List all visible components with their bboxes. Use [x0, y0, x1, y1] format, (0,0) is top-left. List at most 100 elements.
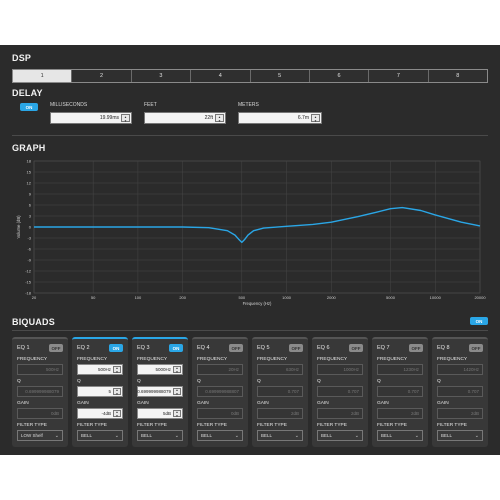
- eq-band-name: EQ 8: [437, 345, 450, 351]
- x-tick-label: 1000: [282, 295, 292, 300]
- stepper-up-icon[interactable]: ▲: [175, 410, 179, 414]
- eq-band-toggle[interactable]: OFF: [289, 344, 303, 352]
- q-input[interactable]: 0.707▲▼: [317, 386, 363, 397]
- biquads-toggle[interactable]: ON: [470, 317, 488, 325]
- stepper-up-icon[interactable]: ▲: [115, 410, 119, 414]
- q-input[interactable]: 0.707▲▼: [437, 386, 483, 397]
- gain-input[interactable]: 0dB▲▼: [17, 408, 63, 419]
- frequency-value: 630Hz: [285, 367, 299, 372]
- q-value: 0.699999988807: [205, 389, 239, 394]
- frequency-input[interactable]: 5000Hz ▲ ▼: [137, 364, 183, 375]
- frequency-input[interactable]: 1000Hz▲▼: [317, 364, 363, 375]
- y-tick-label: 9: [29, 192, 32, 197]
- stepper-down-icon[interactable]: ▼: [115, 391, 119, 396]
- eq-band-toggle[interactable]: OFF: [469, 344, 483, 352]
- frequency-input[interactable]: 20Hz▲▼: [197, 364, 243, 375]
- stepper-down-icon[interactable]: ▼: [218, 119, 221, 123]
- filter-type-select[interactable]: BELL ⌄: [257, 430, 303, 441]
- stepper[interactable]: ▲ ▼: [113, 366, 121, 373]
- frequency-input[interactable]: 500Hz▲▼: [77, 364, 123, 375]
- filter-type-select[interactable]: BELL ⌄: [317, 430, 363, 441]
- stepper-down-icon[interactable]: ▼: [124, 119, 127, 123]
- stepper-down-icon[interactable]: ▼: [175, 391, 179, 396]
- eq-band-toggle[interactable]: OFF: [229, 344, 243, 352]
- delay-toggle[interactable]: ON: [20, 103, 38, 111]
- gain-input[interactable]: 2dB▲▼: [377, 408, 423, 419]
- stepper[interactable]: ▲ ▼: [173, 410, 181, 417]
- stepper-down-icon[interactable]: ▼: [314, 119, 317, 123]
- gain-input[interactable]: 0dB▲▼: [197, 408, 243, 419]
- gain-input[interactable]: -4dB ▲ ▼: [77, 408, 123, 419]
- x-axis-label: Frequency (Hz): [243, 301, 272, 306]
- stepper-up-icon[interactable]: ▲: [175, 366, 179, 370]
- filter-type-value: BELL: [261, 433, 273, 438]
- dsp-tab-5[interactable]: 5: [251, 70, 310, 82]
- stepper[interactable]: ▲ ▼: [173, 388, 181, 395]
- stepper-up-icon[interactable]: ▲: [115, 388, 119, 392]
- stepper-up-icon[interactable]: ▲: [175, 388, 179, 392]
- eq-band-toggle[interactable]: ON: [109, 344, 123, 352]
- stepper-up-icon[interactable]: ▲: [218, 115, 221, 119]
- frequency-input[interactable]: 500Hz▲▼: [17, 364, 63, 375]
- eq-band-toggle[interactable]: OFF: [49, 344, 63, 352]
- dsp-tab-3[interactable]: 3: [132, 70, 192, 82]
- filter-type-select[interactable]: BELL ⌄: [137, 430, 183, 441]
- filter-type-select[interactable]: BELL ⌄: [197, 430, 243, 441]
- q-label: Q: [377, 379, 381, 384]
- q-input[interactable]: 5 ▲ ▼: [77, 386, 123, 397]
- x-tick-label: 5000: [386, 295, 396, 300]
- q-input[interactable]: 0.707▲▼: [257, 386, 303, 397]
- filter-type-select[interactable]: BELL ⌄: [377, 430, 423, 441]
- filter-type-select[interactable]: LOW Shelf ⌄: [17, 430, 63, 441]
- eq-band-toggle[interactable]: OFF: [349, 344, 363, 352]
- dsp-tab-8[interactable]: 8: [456, 73, 460, 79]
- dsp-tab-1[interactable]: 1: [13, 70, 73, 82]
- dsp-tab-7[interactable]: 7: [369, 70, 429, 82]
- q-input[interactable]: 0.707▲▼: [377, 386, 423, 397]
- frequency-input[interactable]: 630Hz▲▼: [257, 364, 303, 375]
- filter-type-label: FILTER TYPE: [257, 423, 287, 428]
- stepper[interactable]: ▲ ▼: [113, 388, 121, 395]
- gain-input[interactable]: 2dB▲▼: [257, 408, 303, 419]
- stepper[interactable]: ▲ ▼: [113, 410, 121, 417]
- feet-input[interactable]: 22ft ▲ ▼: [144, 112, 226, 124]
- stepper-up-icon[interactable]: ▲: [115, 366, 119, 370]
- stepper-down-icon[interactable]: ▼: [115, 413, 119, 418]
- divider: [12, 135, 488, 136]
- q-input[interactable]: 0.699999988807▲▼: [197, 386, 243, 397]
- stepper-down-icon[interactable]: ▼: [115, 369, 119, 374]
- meters-input[interactable]: 6.7m ▲ ▼: [238, 112, 322, 124]
- gain-input[interactable]: 2dB▲▼: [317, 408, 363, 419]
- q-input[interactable]: 0.699999988079▲▼: [137, 386, 183, 397]
- meters-stepper[interactable]: ▲ ▼: [311, 114, 320, 123]
- filter-type-select[interactable]: BELL ⌄: [77, 430, 123, 441]
- eq-band-name: EQ 2: [77, 345, 90, 351]
- q-input[interactable]: 0.699999988079▲▼: [17, 386, 63, 397]
- gain-value: 5dB: [162, 411, 171, 416]
- filter-type-select[interactable]: BELL ⌄: [437, 430, 483, 441]
- eq-band-toggle[interactable]: ON: [169, 344, 183, 352]
- gain-input[interactable]: 5dB ▲ ▼: [137, 408, 183, 419]
- frequency-label: FREQUENCY: [377, 357, 408, 362]
- dsp-tab-4[interactable]: 4: [191, 70, 251, 82]
- x-tick-label: 20000: [474, 295, 486, 300]
- feet-stepper[interactable]: ▲ ▼: [215, 114, 224, 123]
- dsp-tab-6[interactable]: 6: [310, 70, 370, 82]
- stepper-up-icon[interactable]: ▲: [314, 115, 317, 119]
- milliseconds-input[interactable]: 19.99ms ▲ ▼: [50, 112, 132, 124]
- stepper-down-icon[interactable]: ▼: [175, 413, 179, 418]
- eq-band-toggle[interactable]: OFF: [409, 344, 423, 352]
- stepper-up-icon[interactable]: ▲: [124, 115, 127, 119]
- stepper-down-icon[interactable]: ▼: [175, 369, 179, 374]
- gain-input[interactable]: 2dB▲▼: [437, 408, 483, 419]
- filter-type-value: BELL: [201, 433, 213, 438]
- filter-type-label: FILTER TYPE: [137, 423, 167, 428]
- gain-value: -4dB: [101, 411, 111, 416]
- frequency-input[interactable]: 1230Hz▲▼: [377, 364, 423, 375]
- stepper[interactable]: ▲ ▼: [173, 366, 181, 373]
- dsp-tab-2[interactable]: 2: [72, 70, 132, 82]
- filter-type-value: BELL: [321, 433, 333, 438]
- milliseconds-stepper[interactable]: ▲ ▼: [121, 114, 130, 123]
- frequency-input[interactable]: 1420Hz▲▼: [437, 364, 483, 375]
